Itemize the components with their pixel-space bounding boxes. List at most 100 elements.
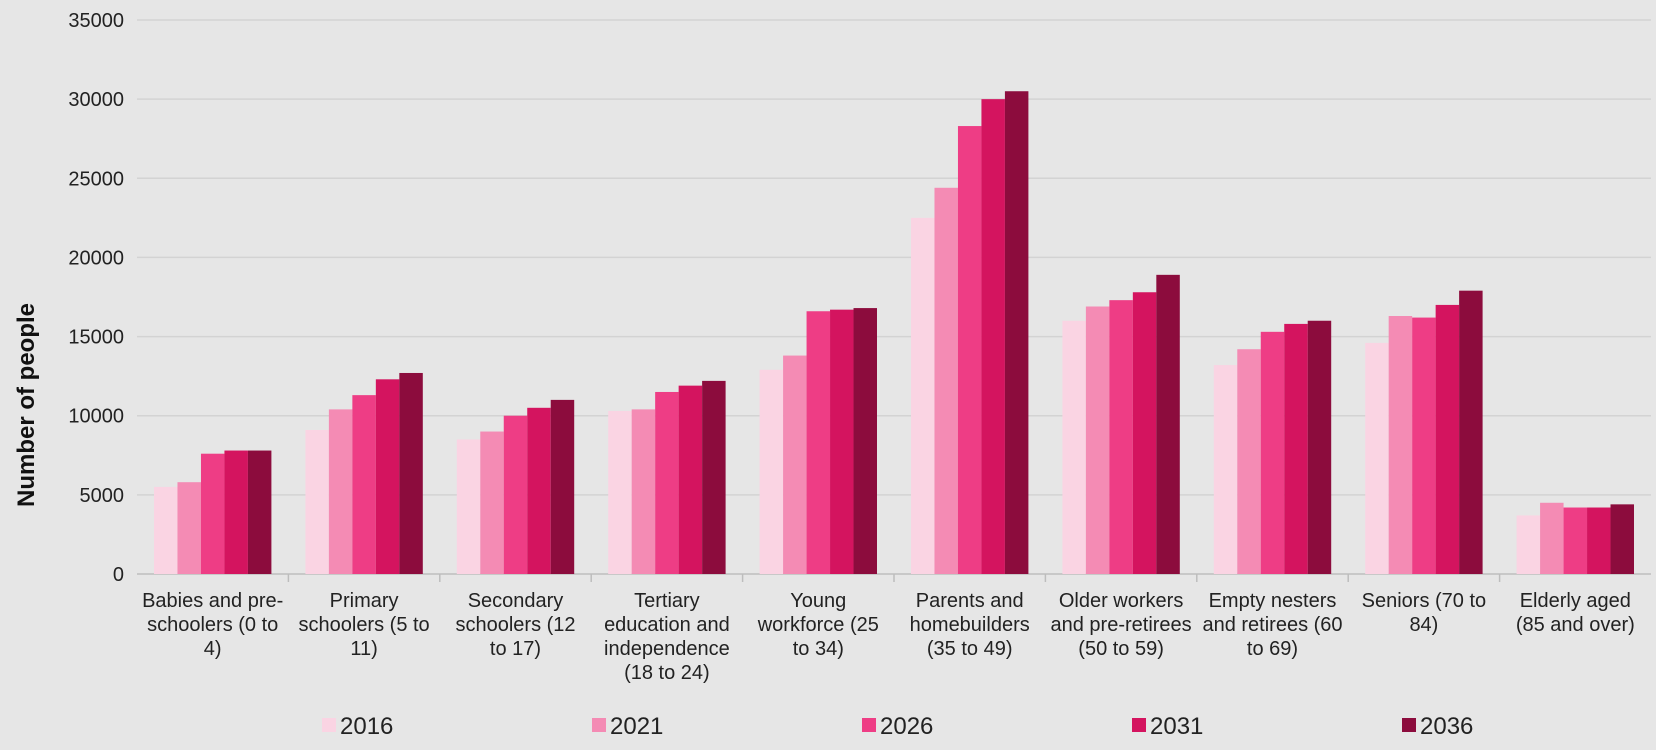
x-category-label-line: 11) [350, 638, 377, 660]
bar-2021 [177, 482, 201, 574]
bars [154, 91, 1634, 575]
bar-2016 [456, 439, 481, 574]
bar-2036 [399, 372, 423, 574]
bar-2026 [352, 395, 376, 574]
legend-swatch [322, 718, 336, 732]
bar-2026 [806, 311, 831, 574]
bar-2036 [853, 308, 877, 574]
legend-label: 2031 [1150, 713, 1203, 740]
x-category-label-line: (50 to 59) [1078, 638, 1164, 660]
x-category-label: Secondary schoolers (12 to 17) [455, 590, 575, 660]
bar-2016 [154, 486, 178, 574]
bar-2026 [957, 126, 982, 575]
x-category-label-line: Parents and [916, 590, 1024, 612]
y-axis-title: Number of people [13, 303, 40, 507]
bar-2036 [702, 380, 726, 574]
bar-2026 [1563, 507, 1588, 574]
x-category-label-line: Older workers [1059, 590, 1183, 612]
x-category-label-line: Empty nesters [1209, 590, 1337, 612]
bar-2016 [305, 429, 329, 574]
bar-2031 [527, 407, 551, 574]
y-tick-label: 35000 [68, 10, 124, 32]
x-category-label: Babies and pre-schoolers (0 to 4) [142, 590, 283, 660]
x-category-label-line: and retirees (60 [1202, 614, 1342, 636]
x-category-label-line: independence [604, 638, 730, 660]
x-category-label-line: Young [790, 590, 846, 612]
bar-2026 [655, 391, 679, 574]
legend-label: 2021 [610, 713, 663, 740]
x-category-label: Parents and homebuilders (35 to 49) [910, 590, 1030, 660]
y-tick-label: 20000 [68, 247, 124, 269]
bar-2036 [1307, 320, 1332, 574]
x-category-label: Older workers and pre-retirees (50 to 59) [1051, 590, 1192, 660]
bar-2031 [981, 99, 1005, 575]
x-category-label: Tertiary education and independence (18 to … [604, 590, 730, 684]
legend-item-2021: 2021 [592, 713, 663, 740]
x-category-label-line: (85 and over) [1516, 614, 1635, 636]
y-tick-label: 10000 [68, 406, 124, 428]
bar-2036 [1004, 91, 1029, 574]
legend-swatch [862, 718, 876, 732]
legend: 2016 2021 2026 2031 2036 [322, 713, 1473, 740]
x-category-label-line: homebuilders [910, 614, 1030, 636]
x-category-label-line: Babies and pre- [142, 590, 283, 612]
legend-item-2026: 2026 [862, 713, 933, 740]
legend-label: 2016 [340, 713, 393, 740]
bar-2021 [1388, 315, 1413, 574]
bar-2016 [1365, 342, 1389, 574]
y-tick-label: 5000 [80, 485, 125, 507]
bar-2016 [1062, 320, 1086, 574]
bar-2026 [200, 453, 225, 574]
bar-2036 [1610, 504, 1634, 574]
bar-2021 [1540, 502, 1564, 574]
bar-2031 [830, 309, 854, 574]
x-category-label-line: 84) [1409, 614, 1438, 636]
x-category-label-line: schoolers (5 to [299, 614, 430, 636]
bar-2016 [759, 369, 784, 574]
bar-2021 [1085, 306, 1110, 574]
bar-2031 [1284, 323, 1308, 574]
bar-2036 [247, 450, 272, 574]
legend-item-2016: 2016 [322, 713, 393, 740]
bar-2026 [503, 415, 528, 574]
x-category-label-line: workforce (25 [757, 614, 879, 636]
y-tick-label: 0 [113, 564, 124, 586]
bar-2016 [1516, 515, 1541, 574]
x-category-label-line: 4) [204, 638, 222, 660]
x-category-label-line: (18 to 24) [624, 662, 710, 684]
legend-item-2036: 2036 [1402, 713, 1473, 740]
bar-2031 [1587, 507, 1611, 574]
bar-2021 [480, 431, 504, 574]
bar-2016 [911, 217, 935, 574]
x-category-label-line: Primary [330, 590, 399, 612]
x-category-label: Empty nesters and retirees (60 to 69) [1202, 590, 1342, 660]
bar-2016 [608, 410, 632, 574]
y-tick-label: 25000 [68, 168, 124, 190]
x-category-label: Young workforce (25 to 34) [757, 590, 879, 660]
x-category-label: Primary schoolers (5 to 11) [299, 590, 430, 660]
x-category-label-line: (35 to 49) [927, 638, 1013, 660]
legend-swatch [1402, 718, 1416, 732]
y-tick-label: 15000 [68, 327, 124, 349]
x-category-label-line: Elderly aged [1520, 590, 1631, 612]
x-category-label-line: Tertiary [634, 590, 700, 612]
bar-2016 [1213, 365, 1238, 574]
legend-swatch [592, 718, 606, 732]
bar-2031 [1435, 304, 1460, 574]
legend-label: 2036 [1420, 713, 1473, 740]
x-category-label-line: schoolers (12 [455, 614, 575, 636]
legend-swatch [1132, 718, 1146, 732]
bar-2031 [224, 450, 248, 574]
bar-2031 [375, 379, 400, 574]
y-axis: 0 5000 10000 15000 20000 25000 30000 35000 [68, 10, 124, 586]
x-category-label: Seniors (70 to 84) [1362, 590, 1487, 636]
x-category-label-line: to 69) [1247, 638, 1298, 660]
bar-2021 [783, 355, 807, 574]
bar-2021 [328, 409, 353, 574]
bar-2036 [1459, 290, 1483, 574]
bar-2036 [1156, 274, 1180, 574]
bar-2026 [1109, 300, 1133, 574]
x-category-label-line: Seniors (70 to [1362, 590, 1487, 612]
